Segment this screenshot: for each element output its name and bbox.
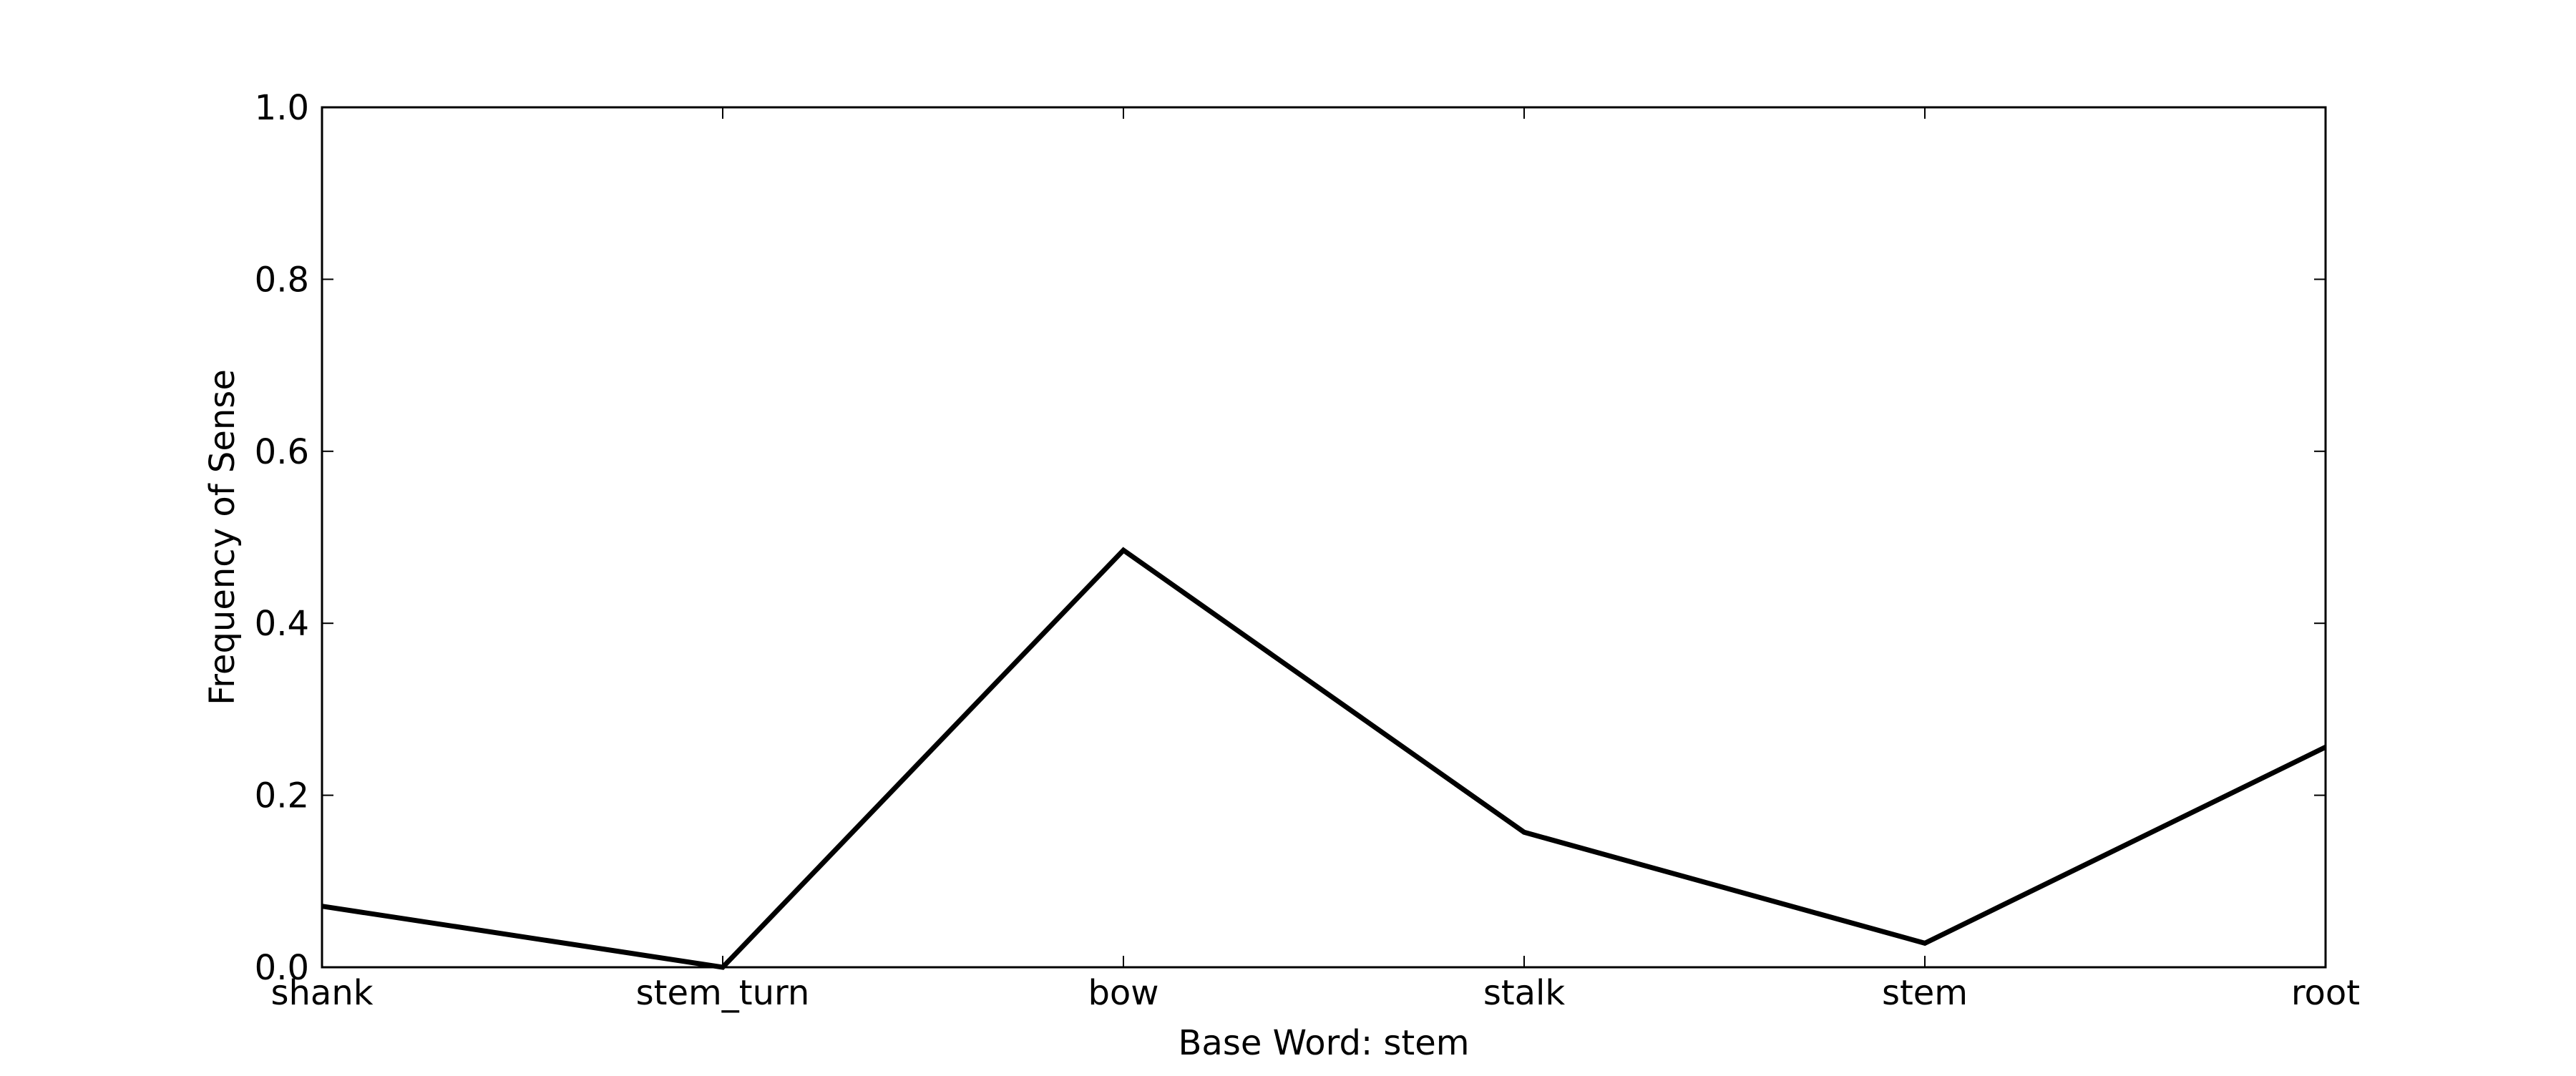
y-tick-label: 0.4 [255,604,309,644]
y-tick-label: 0.8 [255,260,309,300]
x-tick-label: stem_turn [636,973,810,1013]
y-tick-label: 1.0 [255,88,309,128]
data-point [1523,831,1525,833]
y-tick-label: 0.2 [255,776,309,816]
series-line [321,547,2327,970]
plot-layer [321,547,2327,970]
data-point [1924,942,1926,944]
plot-frame [321,106,2327,969]
data-point [1123,549,1124,551]
x-tick-label: shank [270,973,373,1013]
x-tick-label: bow [1088,973,1158,1013]
y-axis-label: Frequency of Sense [203,369,243,705]
x-tick-label: stem [1882,973,1968,1013]
x-tick-label: stalk [1483,973,1566,1013]
y-tick-label: 0.0 [255,948,309,988]
axis-layer: 0.0 0.2 0.4 0.6 0.8 1.0 shank stem_turn bow stalk… [255,88,2360,1013]
x-tick-label: root [2291,973,2360,1013]
y-tick-label: 0.6 [255,432,309,472]
x-axis-label: Base Word: stem [1178,1023,1469,1063]
